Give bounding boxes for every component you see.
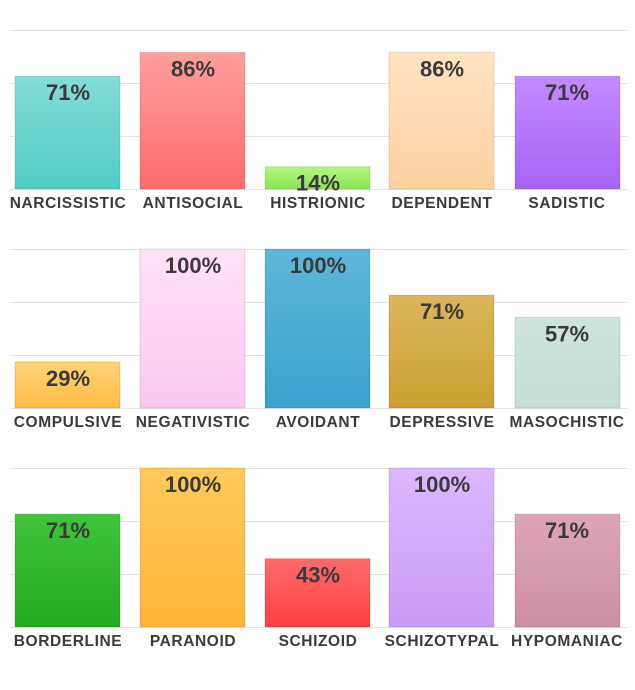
category-label-avoidant: AVOIDANT	[276, 414, 361, 431]
category-label-sadistic: SADISTIC	[528, 195, 605, 212]
value-label-schizoid: 43%	[296, 563, 340, 588]
value-label-paranoid: 100%	[165, 472, 221, 497]
value-label-compulsive: 29%	[46, 366, 90, 391]
bar-negativistic	[139, 248, 246, 409]
bar-schizoid	[264, 558, 371, 628]
value-label-dependent: 86%	[420, 56, 464, 81]
bar-schizotypal	[388, 467, 495, 628]
category-label-compulsive: COMPULSIVE	[14, 414, 122, 431]
category-label-masochistic: MASOCHISTIC	[509, 414, 624, 431]
value-label-negativistic: 100%	[165, 253, 221, 278]
value-label-sadistic: 71%	[545, 80, 589, 105]
bar-antisocial	[139, 51, 246, 190]
bar-masochistic	[514, 316, 621, 409]
category-label-depressive: DEPRESSIVE	[389, 414, 494, 431]
chart-panel-1: 71% NARCISSISTIC 86% ANTISOCIAL 14%HISTRIONI…	[10, 30, 627, 212]
category-label-schizoid: SCHIZOID	[279, 633, 358, 650]
value-label-hypomaniac: 71%	[545, 518, 589, 543]
value-label-antisocial: 86%	[171, 56, 215, 81]
value-label-schizotypal: 100%	[414, 472, 470, 497]
category-label-dependent: DEPENDENT	[392, 195, 493, 212]
chart-panel-2: 29% COMPULSIVE 100% NEGATIVISTIC 100% AVOIDAN…	[10, 248, 627, 431]
bar-dependent	[388, 51, 495, 190]
bar-avoidant	[264, 248, 371, 409]
category-label-narcissistic: NARCISSISTIC	[10, 195, 127, 212]
value-label-narcissistic: 71%	[46, 80, 90, 105]
category-label-paranoid: PARANOID	[150, 633, 236, 650]
category-label-schizotypal: SCHIZOTYPAL	[385, 633, 500, 650]
bar-compulsive	[14, 361, 121, 409]
bar-histrionic	[264, 166, 371, 190]
value-label-borderline: 71%	[46, 518, 90, 543]
category-label-hypomaniac: HYPOMANIAC	[511, 633, 623, 650]
bar-paranoid	[139, 467, 246, 628]
category-label-negativistic: NEGATIVISTIC	[136, 414, 251, 431]
bar-depressive	[388, 294, 495, 409]
value-label-histrionic: 14%	[296, 171, 340, 196]
bar-narcissistic	[14, 75, 121, 190]
category-label-histrionic: HISTRIONIC	[270, 195, 366, 212]
chart-panel-3: 71% BORDERLINE 100% PARANOID 43% SCHIZOID 100%…	[10, 467, 627, 650]
value-label-depressive: 71%	[420, 299, 464, 324]
bar-hypomaniac	[514, 513, 621, 628]
bar-sadistic	[514, 75, 621, 190]
category-label-antisocial: ANTISOCIAL	[143, 195, 244, 212]
value-label-masochistic: 57%	[545, 321, 589, 346]
category-label-borderline: BORDERLINE	[14, 633, 122, 650]
value-label-avoidant: 100%	[290, 253, 346, 278]
bar-borderline	[14, 513, 121, 628]
